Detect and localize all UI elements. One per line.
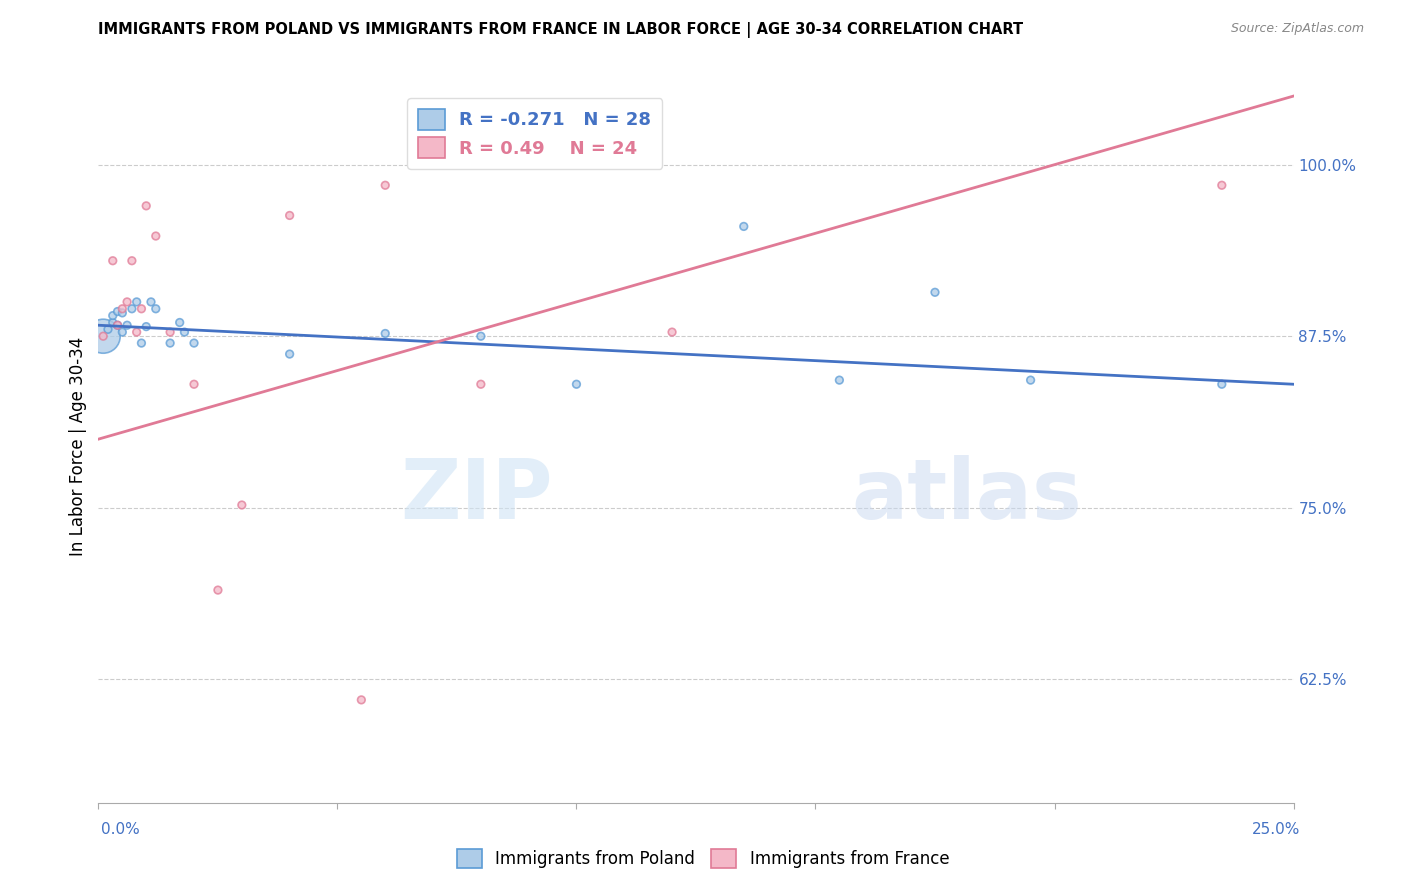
Point <box>169 316 191 330</box>
Point <box>107 304 129 318</box>
Point <box>1211 377 1233 392</box>
Point <box>135 199 157 213</box>
Text: Source: ZipAtlas.com: Source: ZipAtlas.com <box>1230 22 1364 36</box>
Point <box>125 325 148 339</box>
Point <box>159 325 181 339</box>
Point <box>183 336 205 351</box>
Point <box>101 309 124 323</box>
Point <box>924 285 946 300</box>
Point <box>139 294 162 309</box>
Point <box>159 336 181 351</box>
Point <box>207 583 229 598</box>
Text: atlas: atlas <box>851 456 1083 536</box>
Legend: R = -0.271   N = 28, R = 0.49    N = 24: R = -0.271 N = 28, R = 0.49 N = 24 <box>406 98 662 169</box>
Point <box>111 301 134 316</box>
Point <box>101 253 124 268</box>
Point <box>121 253 143 268</box>
Point <box>111 306 134 320</box>
Point <box>828 373 851 387</box>
Point <box>111 325 134 339</box>
Point <box>231 498 253 512</box>
Point <box>565 377 588 392</box>
Point <box>115 318 138 333</box>
Point <box>183 377 205 392</box>
Point <box>101 316 124 330</box>
Point <box>115 294 138 309</box>
Point <box>131 336 153 351</box>
Point <box>278 209 301 223</box>
Point <box>135 319 157 334</box>
Point <box>145 301 167 316</box>
Point <box>91 329 114 343</box>
Point <box>661 325 683 339</box>
Text: 25.0%: 25.0% <box>1253 822 1301 837</box>
Point <box>374 326 396 341</box>
Point <box>733 219 755 234</box>
Point <box>470 329 492 343</box>
Point <box>91 329 114 343</box>
Point <box>107 318 129 333</box>
Y-axis label: In Labor Force | Age 30-34: In Labor Force | Age 30-34 <box>69 336 87 556</box>
Point <box>97 322 120 336</box>
Point <box>1211 178 1233 193</box>
Point <box>374 178 396 193</box>
Point <box>1019 373 1042 387</box>
Point <box>278 347 301 361</box>
Point <box>145 229 167 244</box>
Point <box>565 158 588 172</box>
Point <box>125 294 148 309</box>
Point <box>470 377 492 392</box>
Legend: Immigrants from Poland, Immigrants from France: Immigrants from Poland, Immigrants from … <box>450 842 956 875</box>
Point <box>173 325 195 339</box>
Text: ZIP: ZIP <box>401 456 553 536</box>
Point <box>107 318 129 333</box>
Point <box>350 693 373 707</box>
Point <box>121 301 143 316</box>
Text: 0.0%: 0.0% <box>101 822 141 837</box>
Point <box>131 301 153 316</box>
Text: IMMIGRANTS FROM POLAND VS IMMIGRANTS FROM FRANCE IN LABOR FORCE | AGE 30-34 CORR: IMMIGRANTS FROM POLAND VS IMMIGRANTS FRO… <box>98 22 1024 38</box>
